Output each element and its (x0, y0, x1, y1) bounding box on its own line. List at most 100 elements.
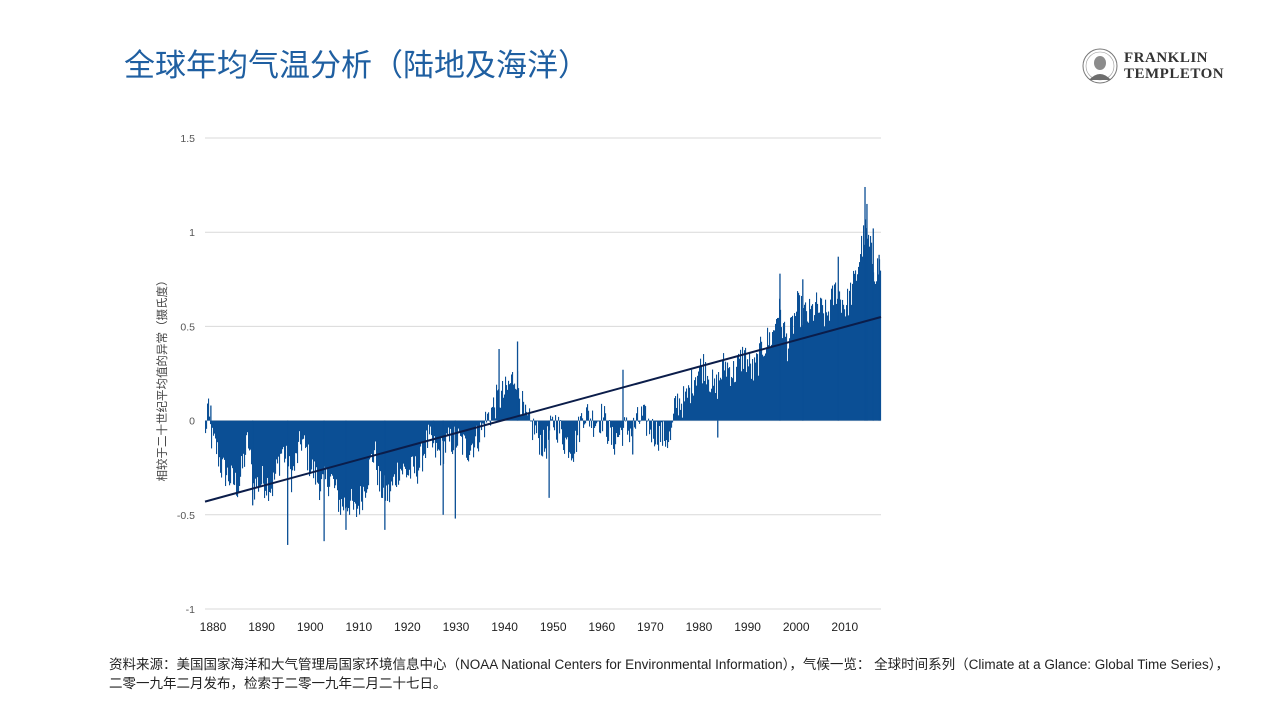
bar (476, 420, 478, 426)
bar (723, 353, 725, 421)
bar (505, 376, 507, 421)
bar (684, 401, 686, 421)
bar (862, 256, 864, 421)
bar (578, 416, 580, 421)
bar (288, 420, 290, 467)
bar (592, 410, 594, 421)
bar (659, 420, 661, 427)
franklin-templeton-logo: FRANKLIN TEMPLETON (1082, 48, 1242, 84)
bar (761, 341, 763, 421)
bar (381, 420, 383, 498)
bar (804, 304, 806, 421)
bar (233, 420, 235, 485)
bar (690, 403, 692, 421)
bar (303, 420, 305, 439)
bar (325, 420, 327, 480)
bar (722, 359, 724, 421)
bar (266, 420, 268, 496)
bar (437, 420, 439, 451)
bar (868, 234, 870, 421)
bar (240, 420, 242, 477)
bar (708, 379, 710, 421)
bar (284, 420, 286, 463)
bar (746, 372, 748, 421)
bar (748, 366, 750, 421)
bar (223, 420, 225, 458)
bar (258, 420, 260, 492)
bar (662, 420, 664, 446)
y-tick-label: 0 (189, 416, 195, 428)
x-tick-label: 2000 (783, 620, 810, 634)
bar (577, 420, 579, 436)
bar (599, 420, 601, 433)
bar (573, 420, 575, 462)
logo-line-1: FRANKLIN (1124, 50, 1209, 66)
bar (477, 420, 479, 449)
bar (485, 411, 487, 421)
x-tick-label: 1940 (491, 620, 518, 634)
bar (856, 280, 858, 421)
bar (806, 311, 808, 421)
bar (743, 368, 745, 421)
bar (563, 420, 565, 451)
bar (649, 420, 651, 435)
bar (298, 420, 300, 442)
bar (512, 371, 514, 421)
bar (311, 420, 313, 470)
bar (539, 420, 541, 455)
bar (697, 375, 699, 421)
bar (407, 420, 409, 475)
bar (610, 420, 612, 428)
bar (454, 420, 456, 427)
bar (237, 420, 239, 498)
bar (729, 367, 731, 421)
bar (590, 418, 592, 421)
bar (813, 320, 815, 421)
bar (301, 420, 303, 451)
bar (844, 309, 846, 421)
bar (594, 420, 596, 428)
bar (799, 295, 801, 421)
bar (227, 420, 229, 468)
bar (818, 312, 820, 421)
bar (272, 420, 274, 497)
bar (515, 388, 517, 421)
bar (551, 419, 553, 421)
bar (289, 420, 291, 457)
bar (335, 420, 337, 486)
bar (329, 420, 331, 487)
bar (291, 420, 293, 493)
bar (506, 385, 508, 421)
bar (876, 281, 878, 421)
bar-spike (866, 203, 868, 421)
bar (587, 404, 589, 421)
bar (608, 420, 610, 442)
bar-spike (864, 186, 866, 421)
bar (263, 420, 265, 484)
bar (827, 315, 829, 421)
bar (676, 407, 678, 421)
bar (336, 420, 338, 480)
bar (213, 420, 215, 436)
bar (825, 299, 827, 421)
bar (226, 420, 228, 476)
bar (819, 312, 821, 421)
bar (762, 354, 764, 421)
bar (739, 358, 741, 421)
bar (766, 347, 768, 421)
bar (621, 420, 623, 431)
bar (356, 420, 358, 517)
bar (857, 274, 859, 421)
bar (744, 350, 746, 421)
bar (533, 418, 535, 421)
source-note: 资料来源：美国国家海洋和大气管理局国家环境信息中心（NOAA National … (109, 657, 1229, 691)
bar (831, 288, 833, 421)
bar (688, 385, 690, 421)
bar (259, 420, 261, 487)
bar (672, 420, 674, 423)
bar (814, 315, 816, 421)
bar (880, 270, 882, 421)
bar (326, 420, 328, 470)
bar (872, 263, 874, 421)
bar (269, 420, 271, 493)
